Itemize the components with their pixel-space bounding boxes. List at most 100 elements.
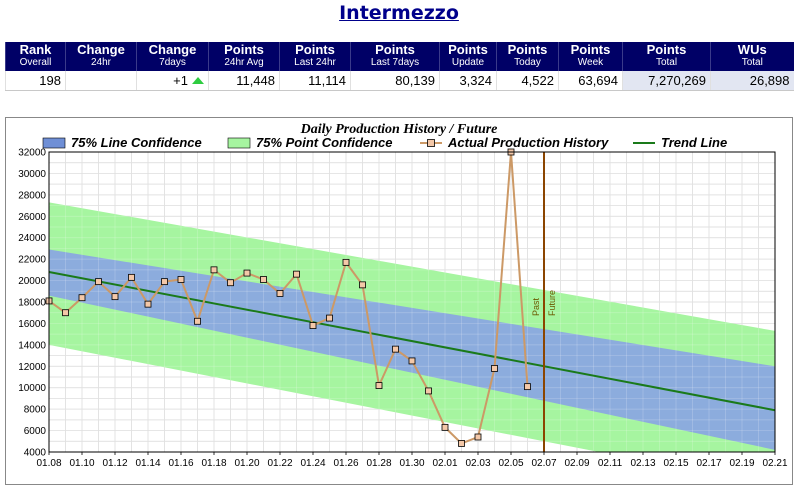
data-point	[78, 294, 86, 302]
data-point	[326, 314, 333, 322]
data-point	[276, 290, 284, 297]
value-points-total: 7,270,269	[622, 71, 711, 91]
y-tick-label: 12000	[18, 362, 46, 373]
y-tick-label: 22000	[18, 255, 46, 266]
y-axis-ticks: 4000 6000 8000 10000 12000 14000 16000 18000 200…	[18, 148, 46, 459]
x-tick-label: 01.30	[399, 458, 424, 469]
header-points-last-24hr: Points Last 24hr	[279, 42, 351, 71]
data-point	[441, 423, 449, 431]
value-points-week: 63,694	[558, 71, 623, 91]
value-change-7days: +1	[136, 71, 209, 91]
value-points-update: 3,324	[439, 71, 497, 91]
x-tick-label: 01.12	[102, 458, 127, 469]
data-point	[293, 270, 300, 278]
x-tick-label: 02.07	[531, 458, 556, 469]
data-point	[474, 433, 482, 441]
y-tick-label: 16000	[18, 319, 46, 330]
data-point	[62, 309, 69, 317]
header-points-today: Points Today	[496, 42, 559, 71]
header-points-total: Points Total	[622, 42, 711, 71]
x-tick-label: 02.19	[729, 458, 754, 469]
data-point	[359, 281, 366, 289]
x-tick-label: 01.18	[201, 458, 226, 469]
value-wus-total: 26,898	[710, 71, 794, 91]
header-points-update: Points Update	[439, 42, 497, 71]
y-tick-label: 24000	[18, 233, 46, 244]
x-tick-label: 02.15	[663, 458, 688, 469]
value-change-7days-text: +1	[173, 73, 188, 88]
data-point	[425, 387, 432, 395]
x-tick-label: 01.16	[168, 458, 193, 469]
legend-line-confidence-swatch	[42, 137, 66, 149]
y-tick-label: 32000	[18, 148, 46, 159]
x-tick-label: 01.10	[69, 458, 94, 469]
past-label: Past	[531, 297, 541, 316]
data-point	[408, 357, 416, 365]
y-tick-label: 18000	[18, 298, 46, 309]
y-tick-label: 10000	[18, 383, 46, 394]
header-rank-overall: Rank Overall	[5, 42, 66, 71]
value-points-today: 4,522	[496, 71, 559, 91]
value-rank-overall: 198	[5, 71, 66, 91]
data-point	[128, 273, 135, 281]
page-title[interactable]: Intermezzo	[339, 2, 459, 24]
stats-value-row: 198 +1 11,448 11,114 80,139 3,324 4,522 …	[5, 71, 794, 91]
x-tick-label: 01.22	[267, 458, 292, 469]
y-tick-label: 28000	[18, 190, 46, 201]
chart-title: Daily Production History / Future	[300, 122, 498, 137]
data-point	[227, 279, 234, 287]
value-points-last-24hr: 11,114	[279, 71, 351, 91]
x-axis-ticks: 01.08 01.10 01.12 01.14 01.16 01.18 01.20 01.22…	[36, 452, 788, 469]
header-change-24hr: Change 24hr	[65, 42, 137, 71]
data-point	[111, 293, 119, 301]
x-tick-label: 02.09	[564, 458, 589, 469]
y-tick-label: 6000	[24, 426, 47, 437]
y-tick-label: 14000	[18, 340, 46, 351]
data-point	[194, 317, 201, 325]
y-tick-label: 26000	[18, 212, 46, 223]
x-tick-label: 02.21	[762, 458, 787, 469]
value-points-24hr-avg: 11,448	[208, 71, 280, 91]
legend-line-confidence-label: 75% Line Confidence	[71, 135, 202, 150]
data-point	[161, 278, 168, 286]
x-tick-label: 01.20	[234, 458, 259, 469]
header-change-7days: Change 7days	[136, 42, 209, 71]
line-confidence-band	[49, 249, 775, 450]
x-tick-label: 02.13	[630, 458, 655, 469]
data-point	[342, 258, 350, 266]
x-tick-label: 01.26	[333, 458, 358, 469]
header-points-last-7days: Points Last 7days	[350, 42, 440, 71]
legend-actual-marker	[427, 139, 435, 147]
legend-actual-label: Actual Production History	[447, 135, 609, 150]
data-point	[458, 440, 465, 447]
production-chart: Daily Production History / Future 75% Li…	[18, 122, 788, 469]
trend-line	[48, 271, 776, 412]
production-chart-panel: Daily Production History / Future 75% Li…	[5, 117, 793, 485]
header-points-week: Points Week	[558, 42, 623, 71]
stats-table: Rank Overall Change 24hr Change 7days Point…	[5, 42, 794, 91]
actual-production-markers	[45, 148, 531, 447]
x-tick-label: 01.14	[135, 458, 160, 469]
data-point	[260, 276, 267, 283]
y-tick-label: 30000	[18, 169, 46, 180]
x-tick-label: 01.24	[300, 458, 325, 469]
y-tick-label: 4000	[24, 448, 47, 459]
data-point	[177, 276, 185, 283]
x-tick-label: 02.11	[598, 458, 623, 469]
header-points-24hr-avg: Points 24hr Avg	[208, 42, 280, 71]
up-arrow-icon	[192, 77, 204, 84]
data-point	[144, 300, 152, 308]
data-point	[375, 382, 383, 389]
data-point	[210, 266, 218, 274]
legend-point-confidence-swatch	[227, 137, 251, 149]
legend: 75% Line Confidence 75% Point Confidence…	[42, 135, 727, 150]
header-wus-total: WUs Total	[710, 42, 794, 71]
value-change-24hr	[65, 71, 137, 91]
legend-trend-label: Trend Line	[661, 135, 727, 150]
x-tick-label: 02.03	[465, 458, 490, 469]
data-point	[95, 278, 102, 286]
x-tick-label: 01.28	[366, 458, 391, 469]
x-tick-label: 02.05	[498, 458, 523, 469]
x-tick-label: 01.08	[36, 458, 61, 469]
data-point	[524, 383, 531, 391]
